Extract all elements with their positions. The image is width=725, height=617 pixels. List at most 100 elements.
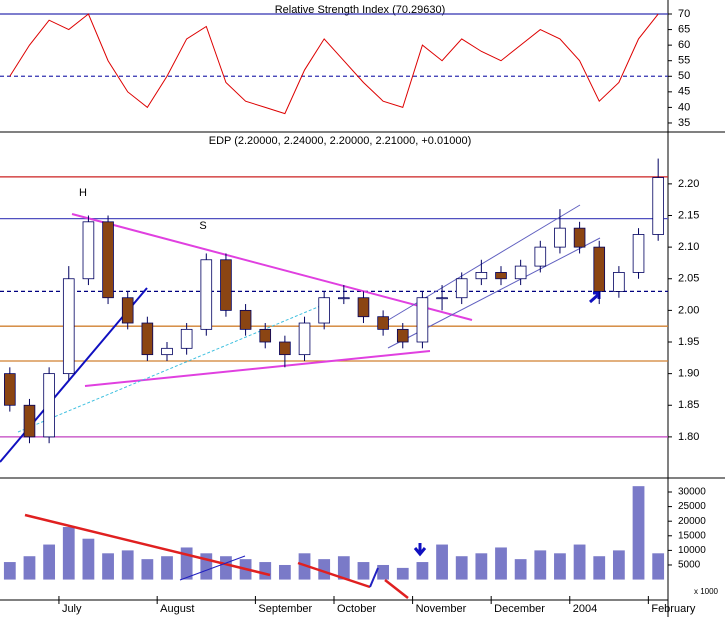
y-tick-label: 20000	[678, 516, 706, 527]
y-tick-label: 35	[678, 117, 690, 129]
volume-bar	[102, 553, 114, 580]
volume-bar	[416, 562, 429, 580]
x-tick-label: August	[160, 603, 194, 615]
y-tick-label: 45	[678, 86, 690, 98]
volume-bar	[593, 556, 606, 580]
volume-bar	[161, 556, 173, 580]
y-tick-label: 10000	[678, 545, 706, 556]
candle-body	[82, 221, 95, 280]
volume-bar	[534, 550, 547, 580]
volume-bar	[278, 564, 291, 580]
volume-bar	[632, 486, 645, 580]
candle-body	[652, 177, 664, 235]
x-tick-label: September	[258, 603, 312, 615]
candle-body	[141, 322, 154, 356]
trend-line	[369, 567, 379, 588]
volume-bar	[259, 562, 272, 580]
candle-body	[121, 297, 134, 324]
y-tick-label: 1.90	[678, 368, 699, 380]
x-tick-label: July	[62, 603, 82, 615]
trend-line	[24, 513, 271, 577]
y-tick-label: 2.05	[678, 273, 699, 285]
volume-bar	[62, 527, 75, 580]
trend-line	[179, 555, 246, 581]
x-tick-label: November	[416, 603, 467, 615]
y-tick-label: 1.80	[678, 431, 699, 443]
volume-bar	[573, 544, 586, 580]
x-tick-label: October	[337, 603, 376, 615]
candle-body	[573, 227, 586, 248]
volume-bar	[180, 547, 193, 580]
y-tick-label: 2.15	[678, 209, 699, 221]
trend-line	[297, 561, 371, 589]
candle-body	[613, 272, 625, 292]
candle-body	[180, 328, 193, 349]
trend-line	[384, 579, 409, 599]
candle-body	[298, 322, 311, 356]
candle-body	[514, 265, 527, 280]
candle-body	[455, 278, 468, 299]
y-tick-label: 65	[678, 23, 690, 35]
candle-body	[200, 259, 213, 330]
candle-body	[4, 373, 16, 406]
volume-bar	[475, 553, 488, 580]
volume-bar	[495, 547, 507, 580]
annotation: H	[79, 187, 87, 199]
candle-body	[62, 278, 75, 375]
y-tick-label: 40	[678, 101, 690, 113]
rsi-line	[9, 13, 659, 115]
volume-bar	[337, 556, 350, 580]
y-tick-label: 5000	[678, 560, 701, 571]
candle-body	[357, 297, 370, 318]
y-tick-label: 1.85	[678, 399, 699, 411]
y-tick-label: 2.00	[678, 304, 699, 316]
y-tick-label: 50	[678, 70, 690, 82]
volume-bar	[652, 553, 665, 580]
candle-body	[475, 272, 488, 280]
annotation: S	[199, 220, 206, 232]
candle-body	[318, 297, 330, 324]
x-tick-label: 2004	[573, 603, 597, 615]
price-title: EDP (2.20000, 2.24000, 2.20000, 2.21000,…	[209, 135, 472, 147]
arrow	[413, 543, 427, 557]
volume-bar	[23, 556, 36, 580]
x-tick-label: December	[494, 603, 545, 615]
volume-bar	[43, 544, 56, 580]
candle-body	[279, 341, 291, 356]
y-tick-label: 1.95	[678, 336, 699, 348]
volume-bar	[455, 556, 468, 580]
y-tick-label: 25000	[678, 501, 706, 512]
volume-bar	[377, 564, 390, 580]
volume-bar	[612, 550, 625, 580]
x-tick-label: February	[651, 603, 696, 615]
candle-body	[43, 373, 55, 438]
volume-bar	[82, 538, 95, 580]
candle-body	[161, 347, 173, 356]
candle-body	[23, 404, 36, 438]
volume-bar	[357, 562, 370, 580]
volume-bar	[436, 544, 448, 580]
volume-bar	[3, 562, 16, 580]
candle-body	[534, 246, 547, 267]
candle-body	[554, 227, 566, 248]
unit-label: x 1000	[694, 587, 719, 596]
volume-bar	[318, 559, 331, 580]
volume-bar	[200, 553, 213, 580]
candle-body	[338, 297, 350, 300]
y-tick-label: 30000	[678, 487, 706, 498]
rsi-title: Relative Strength Index (70.29630)	[275, 4, 446, 16]
y-tick-label: 15000	[678, 530, 706, 541]
candle-body	[495, 272, 507, 280]
candle-body	[239, 309, 252, 330]
candle-body	[396, 328, 409, 343]
trend-line	[71, 213, 473, 321]
y-tick-label: 55	[678, 55, 690, 67]
volume-bar	[396, 567, 409, 580]
candle-body	[593, 246, 606, 292]
y-tick-label: 2.10	[678, 241, 699, 253]
volume-bar	[121, 550, 134, 580]
candle-body	[436, 297, 448, 300]
volume-bar	[220, 556, 232, 580]
candle-body	[220, 259, 232, 311]
candle-body	[377, 316, 389, 330]
